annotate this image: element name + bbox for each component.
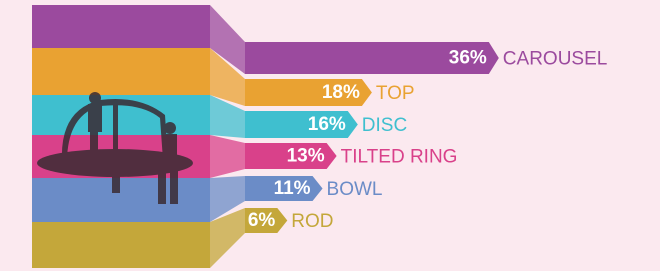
value-label: 6% [248, 210, 276, 231]
decor-band [32, 48, 210, 95]
decor-band [32, 5, 210, 48]
value-label: 36% [449, 48, 487, 69]
value-label: 16% [308, 114, 346, 135]
category-label: DISC [362, 115, 407, 136]
value-label: 11% [274, 178, 311, 199]
category-label: TILTED RING [341, 147, 458, 168]
value-label: 13% [287, 146, 325, 167]
chart: 36% CAROUSEL 18% TOP 16% DISC 13% TILTED RING 11… [0, 0, 660, 271]
category-label: ROD [291, 211, 333, 232]
value-label: 18% [322, 82, 360, 103]
category-label: BOWL [327, 179, 383, 200]
decor-band [32, 178, 210, 222]
category-label: TOP [376, 83, 415, 104]
category-label: CAROUSEL [503, 49, 608, 70]
decor-band [32, 222, 210, 268]
